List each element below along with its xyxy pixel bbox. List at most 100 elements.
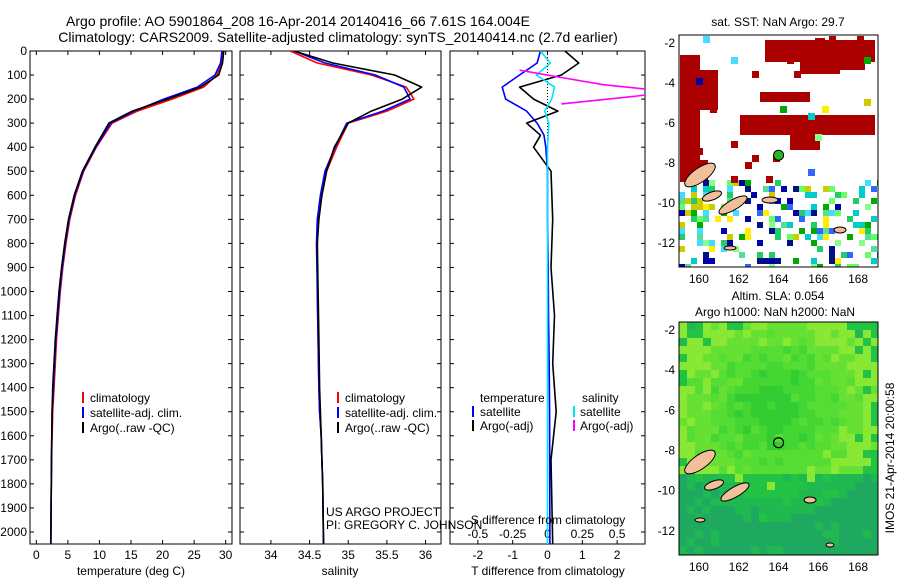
sla-cell bbox=[791, 458, 799, 466]
altimetry-map bbox=[679, 322, 878, 555]
sla-cell bbox=[743, 458, 751, 466]
sla-cell bbox=[695, 482, 703, 490]
sla-cell bbox=[783, 458, 791, 466]
sla-cell bbox=[743, 450, 751, 458]
altimetry-map-title: Altim. SLA: 0.054 bbox=[732, 289, 825, 303]
sla-cell bbox=[871, 498, 878, 506]
sla-cell bbox=[807, 386, 815, 394]
map-x-tick-label: 162 bbox=[729, 272, 749, 286]
sla-cell bbox=[703, 498, 711, 506]
sla-cell bbox=[759, 330, 767, 338]
sla-cell bbox=[831, 330, 839, 338]
sla-cell bbox=[855, 482, 863, 490]
sla-cell bbox=[783, 530, 791, 538]
legend-swatch-argo bbox=[82, 422, 84, 433]
sst-cell bbox=[847, 216, 853, 222]
map-y-tick-label: -12 bbox=[658, 524, 676, 538]
sst-cell bbox=[781, 186, 787, 192]
legend-label-climatology: climatology bbox=[90, 391, 150, 405]
sla-cell bbox=[711, 442, 719, 450]
sla-cell bbox=[783, 498, 791, 506]
x-tick-label: 34 bbox=[264, 548, 278, 562]
sla-cell bbox=[783, 466, 791, 474]
sla-cell bbox=[751, 474, 759, 482]
sla-cell bbox=[791, 522, 799, 530]
x-tick-label: 15 bbox=[124, 548, 138, 562]
x2-tick-label: 0.25 bbox=[571, 527, 595, 541]
sla-cell bbox=[735, 442, 743, 450]
sst-cell bbox=[817, 228, 823, 234]
sst-cell bbox=[835, 210, 841, 216]
sla-cell bbox=[719, 346, 727, 354]
sst-cell bbox=[853, 222, 859, 228]
sst-cell bbox=[823, 186, 829, 192]
sla-cell bbox=[823, 466, 831, 474]
sla-cell bbox=[799, 410, 807, 418]
sla-cell bbox=[759, 322, 767, 330]
sst-cell bbox=[727, 234, 733, 240]
sla-cell bbox=[799, 362, 807, 370]
sst-cell bbox=[829, 198, 835, 204]
sla-cell bbox=[703, 530, 711, 538]
sla-cell bbox=[679, 506, 687, 514]
sla-cell bbox=[727, 330, 735, 338]
sst-cell bbox=[835, 204, 841, 210]
temperature-xlabel: temperature (deg C) bbox=[77, 564, 185, 578]
sla-cell bbox=[799, 322, 807, 330]
sla-cell bbox=[863, 362, 871, 370]
sla-cell bbox=[855, 362, 863, 370]
sla-cell bbox=[815, 498, 823, 506]
sla-cell bbox=[855, 338, 863, 346]
sla-cell bbox=[711, 370, 719, 378]
sla-cell bbox=[767, 402, 775, 410]
sst-cell bbox=[817, 264, 823, 267]
sla-cell bbox=[871, 482, 878, 490]
sla-cell bbox=[855, 530, 863, 538]
argo-location-marker bbox=[773, 149, 785, 161]
sla-cell bbox=[871, 490, 878, 498]
sst-cell bbox=[715, 216, 721, 222]
sla-cell bbox=[871, 546, 878, 554]
sla-cell bbox=[831, 498, 839, 506]
sst-cell bbox=[775, 234, 781, 240]
sla-cell bbox=[711, 474, 719, 482]
sla-cell bbox=[807, 530, 815, 538]
sla-cell bbox=[743, 362, 751, 370]
sla-cell bbox=[695, 394, 703, 402]
sla-cell bbox=[847, 522, 855, 530]
sla-cell bbox=[855, 490, 863, 498]
sla-cell bbox=[823, 530, 831, 538]
sla-cell bbox=[847, 474, 855, 482]
sst-cell bbox=[794, 71, 801, 78]
sla-cell bbox=[855, 442, 863, 450]
sla-cell bbox=[807, 538, 815, 546]
sst-cell bbox=[811, 210, 817, 216]
sla-cell bbox=[863, 442, 871, 450]
sla-cell bbox=[823, 402, 831, 410]
x-tick-label: 10 bbox=[93, 548, 107, 562]
sla-cell bbox=[679, 530, 687, 538]
x-tick-label: -2 bbox=[473, 548, 484, 562]
island-shape bbox=[684, 162, 716, 188]
sst-cell bbox=[775, 258, 781, 264]
sla-cell bbox=[783, 490, 791, 498]
sst-cell bbox=[752, 71, 759, 78]
sst-cell bbox=[871, 258, 877, 264]
sla-cell bbox=[743, 498, 751, 506]
sla-cell bbox=[727, 386, 735, 394]
y-tick-label: 0 bbox=[20, 44, 27, 58]
island-shape bbox=[825, 542, 835, 548]
sst-cell bbox=[733, 210, 739, 216]
sst-cell bbox=[822, 106, 829, 113]
legend-swatch-satellite bbox=[82, 407, 84, 418]
island-shape bbox=[718, 195, 748, 215]
legend-swatch-satellite bbox=[337, 407, 339, 418]
sla-cell bbox=[767, 506, 775, 514]
sla-cell bbox=[775, 506, 783, 514]
sla-cell bbox=[703, 402, 711, 410]
sla-cell bbox=[839, 426, 847, 434]
sla-cell bbox=[695, 362, 703, 370]
map-x-tick-label: 160 bbox=[689, 272, 709, 286]
sla-cell bbox=[831, 418, 839, 426]
sla-cell bbox=[759, 354, 767, 362]
